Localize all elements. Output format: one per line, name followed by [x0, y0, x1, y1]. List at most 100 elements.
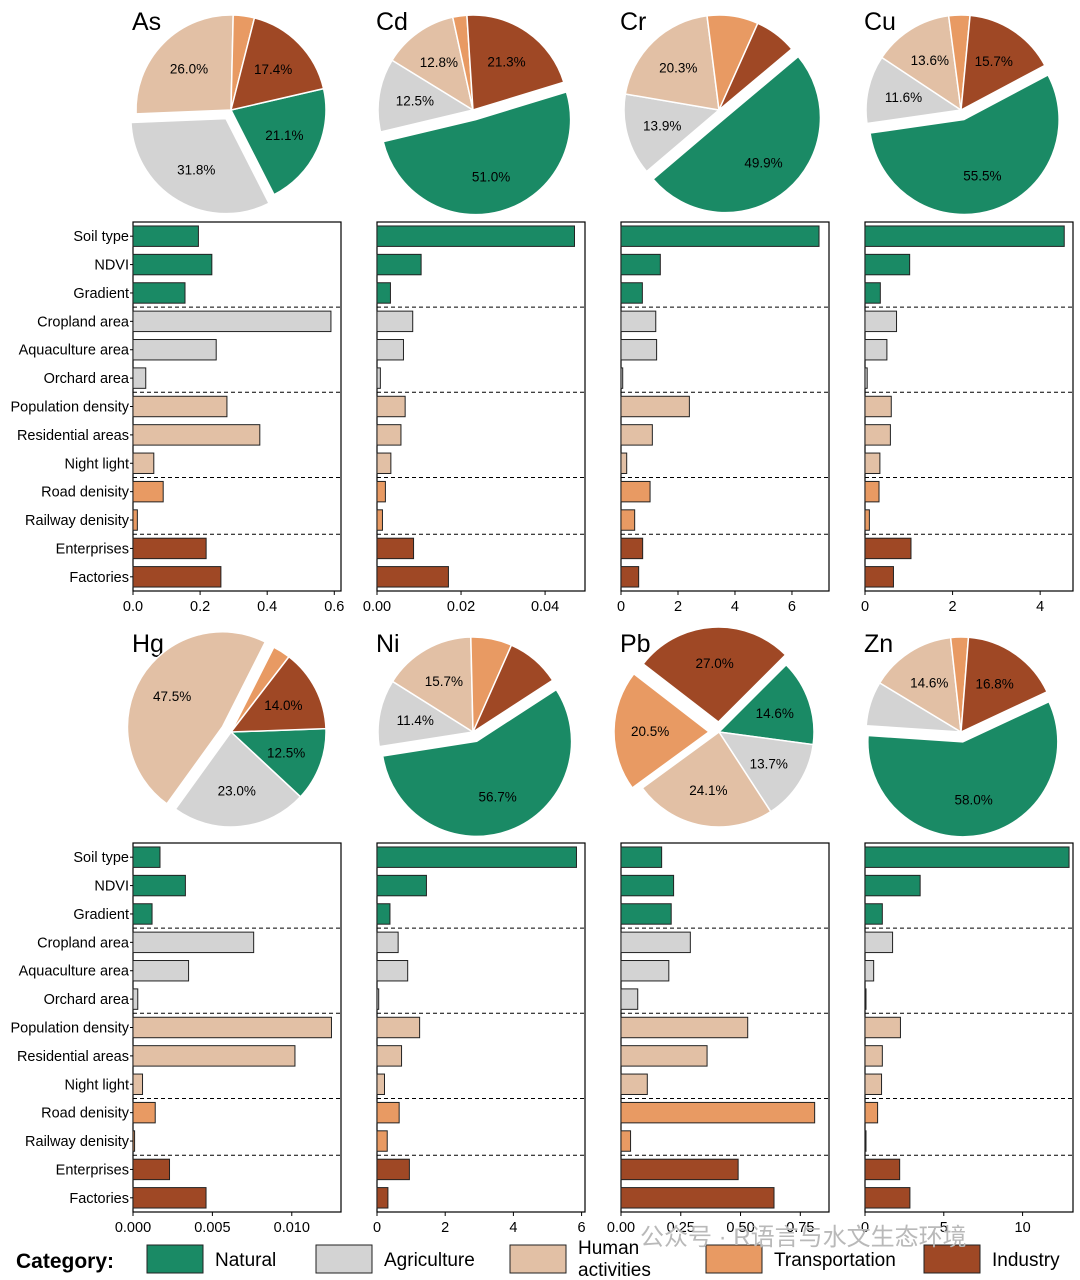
bar-cd-residential-areas [376, 424, 402, 446]
pie-label-zn-2: 14.6% [910, 675, 948, 690]
bar-as-population-density [132, 395, 228, 418]
bar-hg-gradient [132, 903, 153, 925]
bar-cd-gradient [376, 282, 391, 304]
bar-zn-road-denisity [864, 1101, 879, 1124]
pie-slice-hg-natural [229, 727, 327, 798]
bar-ni-railway-denisity [376, 1130, 388, 1152]
x-tick-label-as: 0.6 [324, 599, 344, 615]
pie-label-cu-2: 13.6% [911, 53, 949, 68]
pie-label-pb-2: 24.1% [689, 783, 727, 798]
bar-cu-residential-areas [864, 424, 891, 446]
pie-slice-as-natural [229, 87, 327, 196]
pie-label-cd-2: 12.8% [420, 55, 458, 70]
legend-label-industry: Industry [992, 1250, 1060, 1271]
bar-cu-road-denisity [864, 480, 880, 503]
bar-ni-ndvi [376, 874, 427, 897]
pie-label-as-1: 31.8% [177, 162, 215, 177]
bar-hg-night-light [132, 1073, 144, 1095]
y-label-population-density: Population density [11, 400, 130, 416]
x-tick-label-cd: 0.00 [363, 599, 391, 615]
y-label-enterprises: Enterprises [56, 1162, 129, 1178]
panel-zn: Zn 58.0% 14.6% 16.8% 0 5 10 [861, 630, 1074, 1236]
y-label-ndvi: NDVI [94, 879, 129, 895]
x-tick-label-pb: 0.25 [667, 1220, 695, 1236]
bar-ni-soil-type [376, 846, 577, 868]
pie-label-hg-1: 23.0% [218, 784, 256, 799]
pie-slice-zn-human-activities [878, 636, 962, 734]
panel-title-cu: Cu [864, 8, 896, 36]
bar-cd-soil-type [376, 225, 575, 247]
bar-cd-enterprises [376, 537, 415, 560]
panel-pb: Pb 14.6% 13.7% 24.1% 20.5% 27.0% 0.00 0.25 0.50 0… [607, 626, 830, 1236]
bar-cd-railway-denisity [376, 509, 383, 531]
bar-cu-soil-type [864, 225, 1065, 247]
x-tick-label-hg: 0.005 [194, 1220, 230, 1236]
bar-as-orchard-area [132, 367, 147, 389]
bar-cd-road-denisity [376, 480, 386, 503]
bar-axes-cd [376, 221, 586, 592]
bar-cd-aquaculture-area [376, 339, 404, 361]
pie-label-pb-3: 20.5% [631, 724, 669, 739]
pie-slice-pb-industry [642, 626, 787, 724]
bar-hg-road-denisity [132, 1101, 156, 1124]
pie-slice-zn-natural [867, 700, 1059, 838]
bar-zn-cropland-area [864, 931, 894, 954]
bar-cr-soil-type [620, 225, 820, 247]
bar-ni-enterprises [376, 1158, 410, 1181]
bar-zn-population-density [864, 1016, 901, 1039]
x-tick-label-ni: 0 [373, 1220, 381, 1236]
panel-title-ni: Ni [376, 630, 400, 658]
bar-as-road-denisity [132, 480, 164, 503]
y-label-soil-type: Soil type [73, 850, 129, 866]
x-tick-label-cd: 0.02 [447, 599, 475, 615]
bar-ni-orchard-area [376, 988, 380, 1010]
bar-as-railway-denisity [132, 509, 138, 531]
y-label-railway-denisity: Railway denisity [25, 513, 130, 529]
bar-cr-railway-denisity [620, 509, 636, 531]
bar-cr-road-denisity [620, 480, 651, 503]
bar-cu-population-density [864, 395, 892, 418]
bar-cu-night-light [864, 452, 881, 474]
bar-ni-cropland-area [376, 931, 399, 954]
pie-slice-hg-industry [229, 655, 327, 733]
panel-as: As 21.1% 31.8% 26.0% 17.4% Soil type NDVI Gradi… [11, 8, 345, 615]
panel-ni: Ni 56.7% 11.4% 15.7% 0 2 4 6 [373, 630, 586, 1236]
pie-label-as-4: 17.4% [254, 62, 292, 77]
y-label-night-light: Night light [65, 1077, 129, 1093]
bar-zn-factories [864, 1187, 911, 1209]
pie-slice-cd-agriculture [377, 59, 475, 133]
bar-zn-enterprises [864, 1158, 901, 1181]
bar-hg-factories [132, 1187, 207, 1209]
x-tick-label-cd: 0.04 [531, 599, 559, 615]
pie-slice-as-human-activities [135, 14, 234, 115]
x-tick-label-pb: 0.75 [786, 1220, 814, 1236]
pie-label-as-0: 21.1% [265, 128, 303, 143]
pie-slice-cu-agriculture [865, 56, 964, 125]
bar-pb-factories [620, 1187, 775, 1209]
x-tick-label-zn: 5 [940, 1220, 948, 1236]
pie-label-zn-4: 16.8% [975, 677, 1013, 692]
pie-label-cr-1: 13.9% [643, 119, 681, 134]
bar-cd-cropland-area [376, 310, 414, 333]
panel-title-as: As [132, 8, 161, 36]
y-label-railway-denisity: Railway denisity [25, 1134, 130, 1150]
pie-slice-hg-agriculture [174, 730, 302, 828]
x-tick-label-hg: 0.000 [115, 1220, 151, 1236]
bar-axes-cu [864, 221, 1074, 592]
bar-as-night-light [132, 452, 155, 474]
bar-zn-night-light [864, 1073, 883, 1095]
pie-slice-cr-agriculture [623, 93, 721, 173]
bar-ni-population-density [376, 1016, 421, 1039]
pie-label-cd-1: 12.5% [396, 94, 434, 109]
pie-label-ni-1: 11.4% [397, 713, 434, 728]
bar-as-factories [132, 566, 222, 588]
bar-zn-residential-areas [864, 1045, 883, 1067]
bar-cu-enterprises [864, 537, 912, 560]
pie-slice-pb-human-activities [641, 730, 772, 828]
y-label-night-light: Night light [65, 456, 129, 472]
bar-hg-orchard-area [132, 988, 139, 1010]
bar-cu-factories [864, 566, 894, 588]
pie-label-cu-0: 55.5% [963, 168, 1001, 183]
bar-cu-orchard-area [864, 367, 868, 389]
pie-slice-ni-industry [471, 644, 554, 735]
